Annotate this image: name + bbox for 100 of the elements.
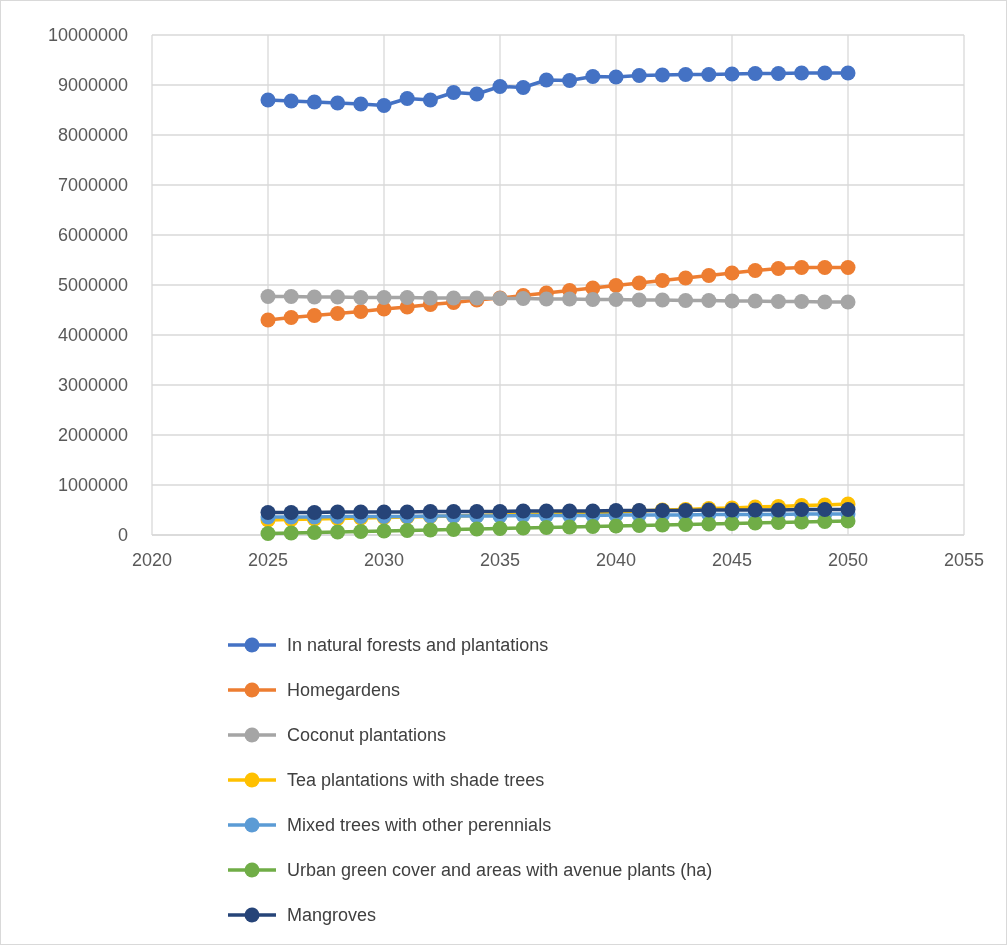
point — [376, 504, 392, 520]
y-tick-label: 8000000 — [57, 125, 128, 145]
point — [353, 304, 369, 319]
legend-label: Coconut plantations — [287, 725, 447, 745]
point — [678, 293, 694, 308]
y-tick-label: 9000000 — [57, 75, 128, 95]
point — [283, 310, 299, 325]
point — [399, 91, 415, 106]
point — [631, 292, 647, 308]
point — [585, 292, 601, 307]
legend-label: In natural forests and plantations — [287, 635, 549, 655]
point — [654, 273, 670, 288]
point — [353, 504, 369, 520]
point — [422, 504, 438, 519]
point — [422, 290, 438, 306]
point — [840, 65, 856, 81]
point — [353, 290, 369, 305]
point — [770, 515, 786, 530]
y-tick-label: 10000000 — [47, 25, 128, 45]
point — [330, 504, 346, 520]
point — [492, 521, 508, 536]
y-tick-label: 4000000 — [57, 325, 128, 345]
point — [330, 524, 346, 540]
point — [794, 514, 810, 530]
point — [724, 293, 740, 309]
point — [701, 67, 717, 82]
x-tick-label: 2055 — [943, 550, 985, 570]
point — [515, 503, 531, 519]
point — [724, 516, 740, 531]
point — [260, 289, 276, 304]
point — [446, 504, 462, 519]
point — [538, 291, 554, 307]
legend-label: Mixed trees with other perennials — [287, 815, 552, 835]
point — [492, 79, 508, 94]
point — [376, 98, 392, 113]
point — [260, 312, 276, 328]
point — [260, 505, 276, 520]
point — [770, 66, 786, 81]
point — [678, 67, 694, 82]
legend-label: Homegardens — [287, 680, 401, 700]
point — [306, 308, 322, 323]
point — [330, 306, 346, 321]
y-tick-label: 6000000 — [57, 225, 128, 245]
point — [701, 293, 717, 308]
y-tick-label: 2000000 — [57, 425, 128, 445]
point — [538, 520, 554, 535]
x-tick-label: 2030 — [363, 550, 405, 570]
point — [724, 265, 740, 281]
y-tick-label: 1000000 — [57, 475, 128, 495]
point — [794, 65, 810, 81]
point — [562, 73, 578, 88]
point — [306, 525, 322, 540]
point — [631, 68, 647, 83]
point — [446, 522, 462, 537]
point — [631, 275, 647, 291]
point — [840, 260, 856, 275]
point — [376, 290, 392, 305]
x-tick-label: 2020 — [131, 550, 173, 570]
y-tick-label: 3000000 — [57, 375, 128, 395]
point — [422, 92, 438, 108]
point — [306, 505, 322, 520]
point — [306, 289, 322, 305]
point — [770, 294, 786, 309]
point — [330, 289, 346, 305]
y-tick-label: 0 — [117, 525, 128, 545]
point — [469, 521, 485, 537]
point — [353, 96, 369, 112]
point — [283, 93, 299, 109]
x-tick-label: 2040 — [595, 550, 637, 570]
point — [840, 502, 856, 517]
point — [608, 292, 624, 307]
point — [770, 261, 786, 276]
point — [283, 505, 299, 520]
legend-label: Tea plantations with shade trees — [287, 770, 545, 790]
point — [399, 523, 415, 538]
point — [260, 92, 276, 108]
point — [654, 517, 670, 533]
point — [817, 65, 833, 81]
x-tick-label: 2050 — [827, 550, 869, 570]
point — [840, 294, 856, 310]
point — [747, 263, 763, 278]
point — [283, 289, 299, 304]
point — [376, 523, 392, 539]
x-tick-label: 2035 — [479, 550, 521, 570]
point — [469, 504, 485, 519]
point — [794, 260, 810, 275]
point — [794, 294, 810, 309]
point — [701, 268, 717, 283]
point — [770, 502, 786, 518]
point — [446, 85, 462, 100]
point — [585, 519, 601, 534]
point — [631, 518, 647, 533]
legend-label: Urban green cover and areas with avenue plants (ha) — [287, 860, 713, 880]
legend-label: Mangroves — [287, 905, 377, 925]
point — [515, 80, 531, 95]
point — [399, 290, 415, 305]
point — [353, 524, 369, 539]
point — [306, 94, 322, 110]
point — [469, 86, 485, 102]
point — [399, 504, 415, 520]
